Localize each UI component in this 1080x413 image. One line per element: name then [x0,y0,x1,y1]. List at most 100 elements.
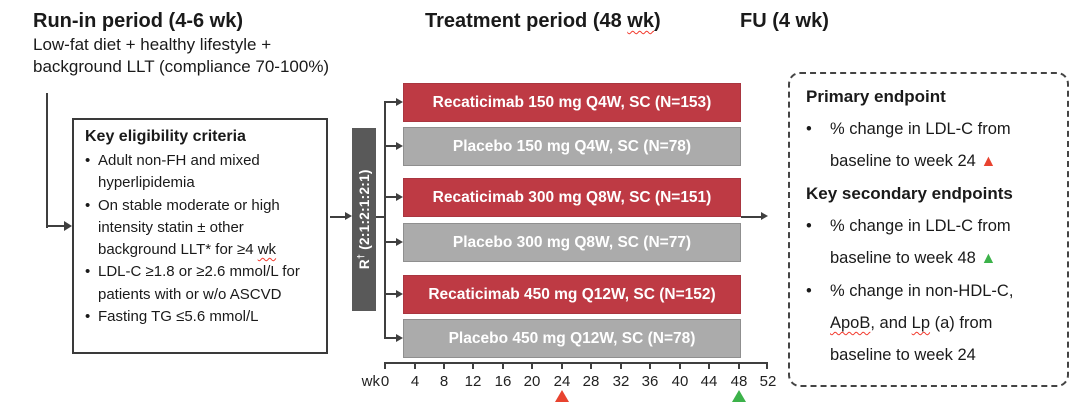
endpoint-line: baseline to week 24 [830,346,976,364]
treatment-title-paren: ) [653,10,661,32]
randomization-r: R [357,259,373,270]
randomization-ratio: (2:1:2:1:2:1) [357,169,373,255]
tick-mark [766,362,768,369]
eligibility-line: Adult non-FH and mixed [98,152,260,169]
eligibility-item: • Fasting TG ≤5.6 mmol/L [85,306,322,328]
tick-mark [561,362,563,369]
branch-arrowhead-icon [396,192,403,201]
eligibility-item-text: Adult non-FH and mixed hyperlipidemia [98,150,260,195]
endpoint-line: % change in non-HDL-C, [830,282,1014,300]
run-in-subtitle-line1: Low-fat diet + healthy lifestyle + [33,35,272,54]
tick-label-20: 20 [523,373,541,390]
endpoint-line: baseline to week 48 ▲ [830,242,1011,275]
week48-marker-icon [732,390,746,402]
endpoints-box: Primary endpoint • % change in LDL-C fro… [788,72,1069,387]
tick-label-24: 24 [553,373,571,390]
branch-line [384,101,396,103]
eligibility-to-randomization-arrowhead-icon [345,211,352,220]
timeline-unit-label: wk [361,373,380,390]
tick-mark [620,362,622,369]
endpoint-line: % change in LDL-C from [830,120,1011,138]
bullet-icon: • [85,308,91,326]
tick-mark [531,362,533,369]
run-in-period-subtitle: Low-fat diet + healthy lifestyle + backg… [33,34,329,78]
arm-bar-placebo-150: Placebo 150 mg Q4W, SC (N=78) [403,127,741,166]
red-triangle-icon: ▲ [980,153,997,170]
secondary-endpoint-text-2: % change in non-HDL-C, ApoB, and Lp (a) … [830,275,1013,371]
tick-mark [679,362,681,369]
eligibility-title: Key eligibility criteria [85,128,246,145]
arm-bar-placebo-450: Placebo 450 mg Q12W, SC (N=78) [403,319,741,358]
tick-mark [708,362,710,369]
endpoint-line: ApoB, and Lp (a) from [830,307,1013,339]
eligibility-item: • Adult non-FH and mixed hyperlipidemia [85,150,322,195]
endpoint-line-text: baseline to week 24 [830,152,981,170]
bullet-icon: • [806,120,812,138]
primary-endpoint-title: Primary endpoint [806,87,946,106]
eligibility-line: LDL-C ≥1.8 or ≥2.6 mmol/L for [98,263,300,281]
green-triangle-icon: ▲ [980,250,997,267]
eligibility-to-randomization-line [330,216,345,218]
branch-arrowhead-icon [396,97,403,106]
eligibility-box: Key eligibility criteria • Adult non-FH … [72,118,328,354]
branch-arrowhead-icon [396,333,403,342]
tick-mark [472,362,474,369]
tick-label-32: 32 [612,373,630,390]
branch-line [384,293,396,295]
treatment-title-wk: wk [627,10,654,32]
eligibility-line-text: background LLT* for ≥4 [98,241,258,259]
primary-endpoint-item: • % change in LDL-C from baseline to wee… [806,113,1055,178]
endpoint-line-text: (a) from [930,314,993,332]
endpoint-apob: ApoB [830,314,871,332]
endpoint-line: % change in LDL-C from [830,217,1011,235]
tick-label-48: 48 [730,373,748,390]
treatment-period-title: Treatment period (48 wk) [425,10,661,33]
arm-bar-recaticimab-300: Recaticimab 300 mg Q8W, SC (N=151) [403,178,741,217]
treatment-to-endpoints-arrowhead-icon [761,211,768,220]
run-in-connector-vline [46,93,48,228]
eligibility-line: intensity statin ± other [98,218,244,236]
tick-mark [384,362,386,369]
bullet-icon: • [85,263,91,281]
eligibility-item: • On stable moderate or high intensity s… [85,195,322,262]
endpoint-lp: Lp [911,314,931,332]
branch-line [384,241,396,243]
randomization-out-line [376,216,385,218]
endpoint-line-text: , and [870,314,912,332]
tick-mark [590,362,592,369]
tick-mark [414,362,416,369]
run-in-connector-hline [46,225,65,227]
eligibility-line: patients with or w/o ASCVD [98,285,282,303]
timeline-axis [385,362,768,364]
eligibility-item-text: Fasting TG ≤5.6 mmol/L [98,306,259,328]
tick-label-40: 40 [671,373,689,390]
randomization-label: R† (2:1:2:1:2:1) [356,170,373,270]
tick-label-8: 8 [439,373,449,390]
eligibility-item: • LDL-C ≥1.8 or ≥2.6 mmol/L for patients… [85,261,322,306]
tick-mark [502,362,504,369]
primary-endpoint-text: % change in LDL-C from baseline to week … [830,113,1011,178]
secondary-endpoint-item-2: • % change in non-HDL-C, ApoB, and Lp (a… [806,275,1055,371]
tick-mark [738,362,740,369]
branch-line [384,337,396,339]
endpoint-line-text: baseline to week 48 [830,249,981,267]
run-in-period-title: Run-in period (4-6 wk) [33,10,243,32]
bullet-icon: • [85,196,91,214]
treatment-title-text: Treatment period (48 [425,10,628,32]
tick-label-28: 28 [582,373,600,390]
treatment-to-endpoints-line [741,216,761,218]
tick-label-16: 16 [494,373,512,390]
eligibility-line: Fasting TG ≤5.6 mmol/L [98,308,259,326]
secondary-endpoint-text-1: % change in LDL-C from baseline to week … [830,210,1011,275]
tick-label-4: 4 [410,373,420,390]
branch-arrowhead-icon [396,141,403,150]
branch-line [384,145,396,147]
eligibility-line: hyperlipidemia [98,174,195,192]
branch-line [384,196,396,198]
tick-label-12: 12 [464,373,482,390]
eligibility-line-wk: wk [257,241,277,259]
run-in-subtitle-line2: background LLT (compliance 70-100%) [33,57,330,76]
tick-label-36: 36 [641,373,659,390]
eligibility-line: background LLT* for ≥4 wk [98,239,280,261]
